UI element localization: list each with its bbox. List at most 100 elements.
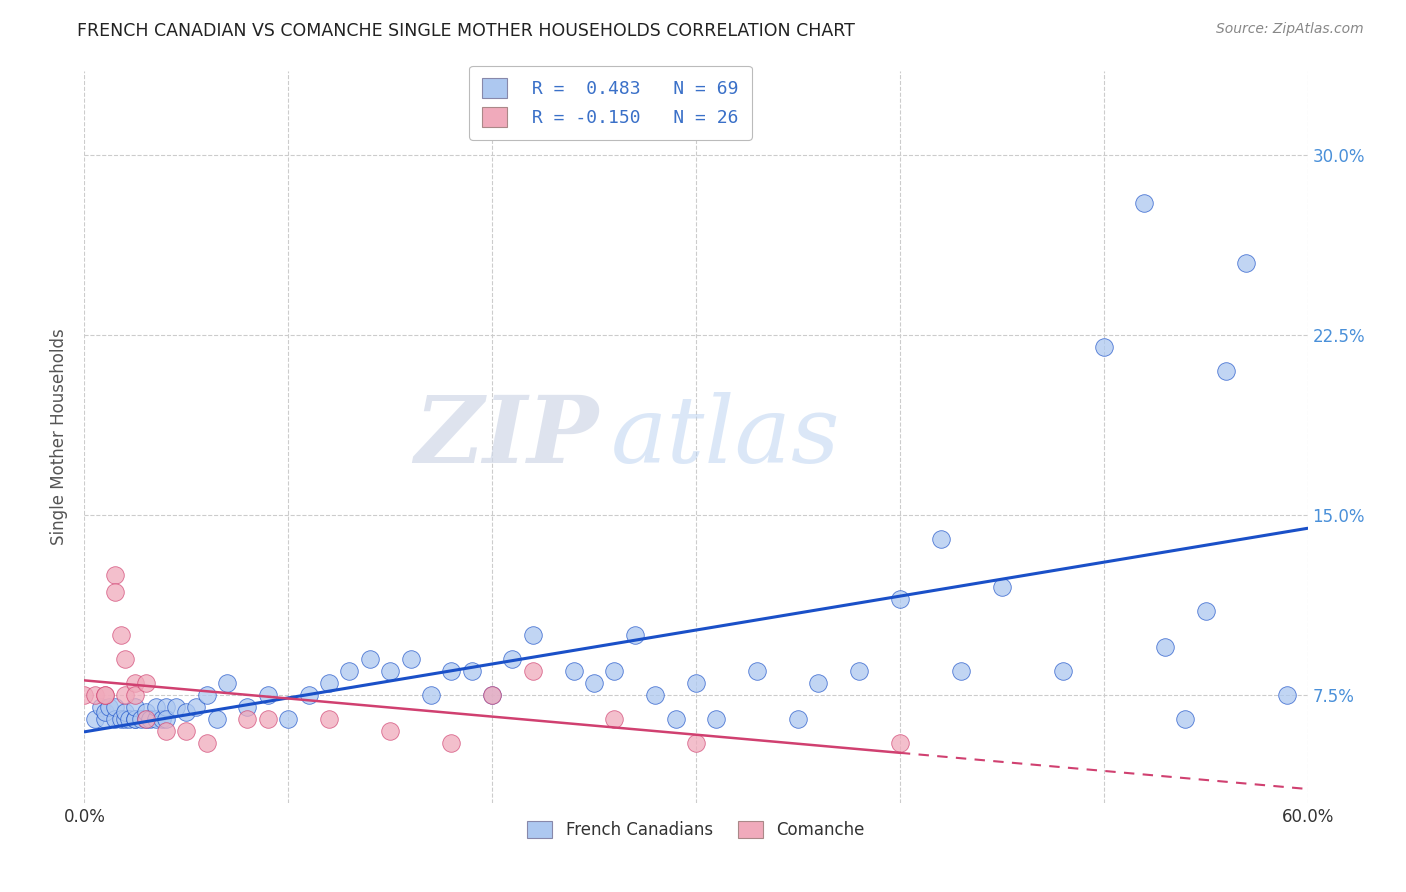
Point: [685, 676, 707, 690]
Point: [118, 712, 141, 726]
Text: Source: ZipAtlas.com: Source: ZipAtlas.com: [1216, 22, 1364, 37]
Point: [747, 664, 769, 678]
Point: [603, 712, 626, 726]
Point: [135, 676, 157, 690]
Point: [97, 699, 120, 714]
Point: [93, 705, 115, 719]
Point: [318, 712, 340, 726]
Point: [124, 699, 146, 714]
Point: [1236, 256, 1258, 270]
Point: [186, 699, 208, 714]
Point: [481, 688, 503, 702]
Point: [93, 688, 115, 702]
Point: [889, 591, 911, 606]
Point: [174, 723, 197, 738]
Point: [1154, 640, 1177, 654]
Point: [277, 712, 299, 726]
Point: [236, 712, 259, 726]
Point: [124, 676, 146, 690]
Point: [950, 664, 973, 678]
Point: [257, 712, 280, 726]
Point: [150, 712, 173, 726]
Point: [1277, 688, 1299, 702]
Point: [174, 705, 197, 719]
Point: [131, 712, 153, 726]
Point: [522, 628, 544, 642]
Point: [138, 712, 160, 726]
Point: [562, 664, 585, 678]
Point: [155, 723, 177, 738]
Point: [848, 664, 870, 678]
Point: [155, 699, 177, 714]
Point: [440, 664, 463, 678]
Point: [624, 628, 647, 642]
Point: [339, 664, 361, 678]
Point: [135, 712, 157, 726]
Point: [807, 676, 830, 690]
Point: [145, 699, 167, 714]
Point: [93, 712, 115, 726]
Point: [787, 712, 810, 726]
Point: [195, 736, 218, 750]
Point: [298, 688, 321, 702]
Point: [502, 652, 524, 666]
Point: [481, 688, 503, 702]
Point: [114, 652, 136, 666]
Point: [644, 688, 666, 702]
Point: [603, 664, 626, 678]
Point: [135, 712, 157, 726]
Point: [217, 676, 239, 690]
Point: [110, 712, 132, 726]
Y-axis label: Single Mother Households: Single Mother Households: [51, 329, 69, 545]
Point: [155, 712, 177, 726]
Point: [380, 664, 402, 678]
Point: [318, 676, 340, 690]
Point: [104, 584, 127, 599]
Point: [461, 664, 484, 678]
Point: [929, 532, 952, 546]
Point: [114, 688, 136, 702]
Point: [93, 688, 115, 702]
Point: [685, 736, 707, 750]
Point: [420, 688, 443, 702]
Point: [236, 699, 259, 714]
Point: [83, 688, 105, 702]
Point: [1195, 604, 1218, 618]
Point: [583, 676, 606, 690]
Point: [1052, 664, 1074, 678]
Text: ZIP: ZIP: [413, 392, 598, 482]
Point: [380, 723, 402, 738]
Point: [135, 705, 157, 719]
Point: [104, 712, 127, 726]
Point: [1174, 712, 1197, 726]
Point: [522, 664, 544, 678]
Point: [83, 712, 105, 726]
Point: [257, 688, 280, 702]
Point: [195, 688, 218, 702]
Point: [145, 712, 167, 726]
Point: [114, 712, 136, 726]
Legend: French Canadians, Comanche: French Canadians, Comanche: [520, 814, 872, 846]
Point: [124, 712, 146, 726]
Point: [1092, 340, 1115, 354]
Text: atlas: atlas: [610, 392, 839, 482]
Point: [110, 628, 132, 642]
Point: [124, 712, 146, 726]
Point: [1133, 196, 1156, 211]
Point: [665, 712, 688, 726]
Point: [124, 688, 146, 702]
Point: [399, 652, 422, 666]
Point: [889, 736, 911, 750]
Point: [73, 688, 96, 702]
Point: [991, 580, 1014, 594]
Point: [165, 699, 187, 714]
Point: [114, 705, 136, 719]
Point: [359, 652, 381, 666]
Point: [104, 568, 127, 582]
Point: [1215, 364, 1237, 378]
Point: [104, 699, 127, 714]
Text: FRENCH CANADIAN VS COMANCHE SINGLE MOTHER HOUSEHOLDS CORRELATION CHART: FRENCH CANADIAN VS COMANCHE SINGLE MOTHE…: [77, 22, 855, 40]
Point: [90, 699, 112, 714]
Point: [706, 712, 728, 726]
Point: [440, 736, 463, 750]
